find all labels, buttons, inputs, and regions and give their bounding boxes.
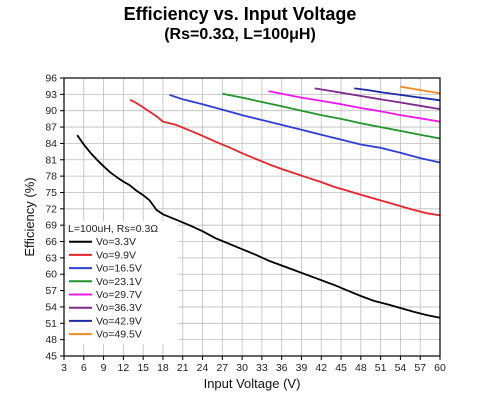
y-tick-label: 96 [45,73,57,85]
x-tick-label: 57 [414,362,426,374]
series-line-vo-42-9v [354,87,441,102]
x-tick-label: 3 [61,362,67,374]
y-tick-label: 51 [45,318,57,330]
legend-entry: Vo=23.1V [96,276,142,288]
x-tick-label: 12 [118,362,130,374]
legend-entry: Vo=9.9V [96,249,136,261]
series-line-vo-16-5v [169,94,441,164]
legend-entry: Vo=36.3V [96,302,142,314]
x-tick-label: 6 [81,362,87,374]
x-tick-label: 36 [276,362,288,374]
y-tick-label: 54 [45,301,57,313]
y-tick-label: 81 [45,154,57,166]
series-line-vo-36-3v [314,87,441,110]
x-tick-label: 21 [177,362,189,374]
series-line-vo-23-1v [222,92,441,140]
x-tick-label: 18 [157,362,169,374]
legend-entry: Vo=3.3V [96,236,136,248]
x-tick-label: 45 [335,362,347,374]
legend: L=100uH, Rs=0.3ΩVo=3.3VVo=9.9VVo=16.5VVo… [66,221,178,344]
y-tick-label: 57 [45,285,57,297]
series-lines [76,85,441,319]
legend-entry: Vo=29.7V [96,289,142,301]
x-tick-label: 27 [216,362,228,374]
legend-title: L=100uH, Rs=0.3Ω [68,223,158,235]
plot-frame [63,77,441,357]
y-tick-label: 78 [45,171,57,183]
x-tick-label: 54 [395,362,407,374]
y-axis-label: Efficiency (%) [22,177,37,256]
x-tick-label: 24 [197,362,209,374]
y-tick-label: 63 [45,252,57,264]
x-tick-label: 42 [315,362,327,374]
x-tick-label: 60 [434,362,446,374]
y-tick-label: 90 [45,105,57,117]
x-tick-label: 39 [296,362,308,374]
x-tick-label: 33 [256,362,268,374]
x-tick-label: 30 [236,362,248,374]
y-tick-label: 87 [45,122,57,134]
y-tick-label: 48 [45,334,57,346]
y-tick-label: 45 [45,351,57,363]
legend-entry: Vo=49.5V [96,329,142,341]
legend-entry: Vo=42.9V [96,315,142,327]
series-line-vo-49-5v [400,85,441,95]
chart-subtitle: (Rs=0.3Ω, L=100μH) [164,26,316,43]
y-tick-label: 75 [45,187,57,199]
series-line-vo-9-9v [129,98,441,217]
axis-ticks: 3 6 9 12 15 18 21 24 27 30 33 36 39 42 45 48 51 54 57 60454… [45,73,446,375]
y-tick-label: 66 [45,236,57,248]
series-line-vo-29-7v [268,90,441,123]
x-tick-label: 51 [375,362,387,374]
x-tick-label: 48 [355,362,367,374]
x-tick-label: 15 [137,362,149,374]
x-axis-label: Input Voltage (V) [204,376,301,391]
series-line-vo-3-3v [76,134,441,319]
legend-entry: Vo=16.5V [96,263,142,275]
x-tick-label: 9 [101,362,107,374]
chart-title: Efficiency vs. Input Voltage [123,4,357,24]
y-tick-label: 72 [45,203,57,215]
y-tick-label: 93 [45,89,57,101]
y-tick-label: 84 [45,138,57,150]
y-tick-label: 69 [45,220,57,232]
y-tick-label: 60 [45,269,57,281]
